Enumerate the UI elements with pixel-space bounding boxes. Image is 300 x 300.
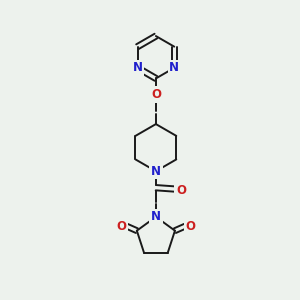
Text: O: O — [116, 220, 127, 233]
Text: N: N — [151, 210, 161, 223]
Text: N: N — [169, 61, 179, 74]
Text: N: N — [133, 61, 142, 74]
Text: O: O — [185, 220, 195, 233]
Text: O: O — [151, 88, 161, 101]
Text: N: N — [151, 165, 161, 178]
Text: O: O — [176, 184, 186, 197]
